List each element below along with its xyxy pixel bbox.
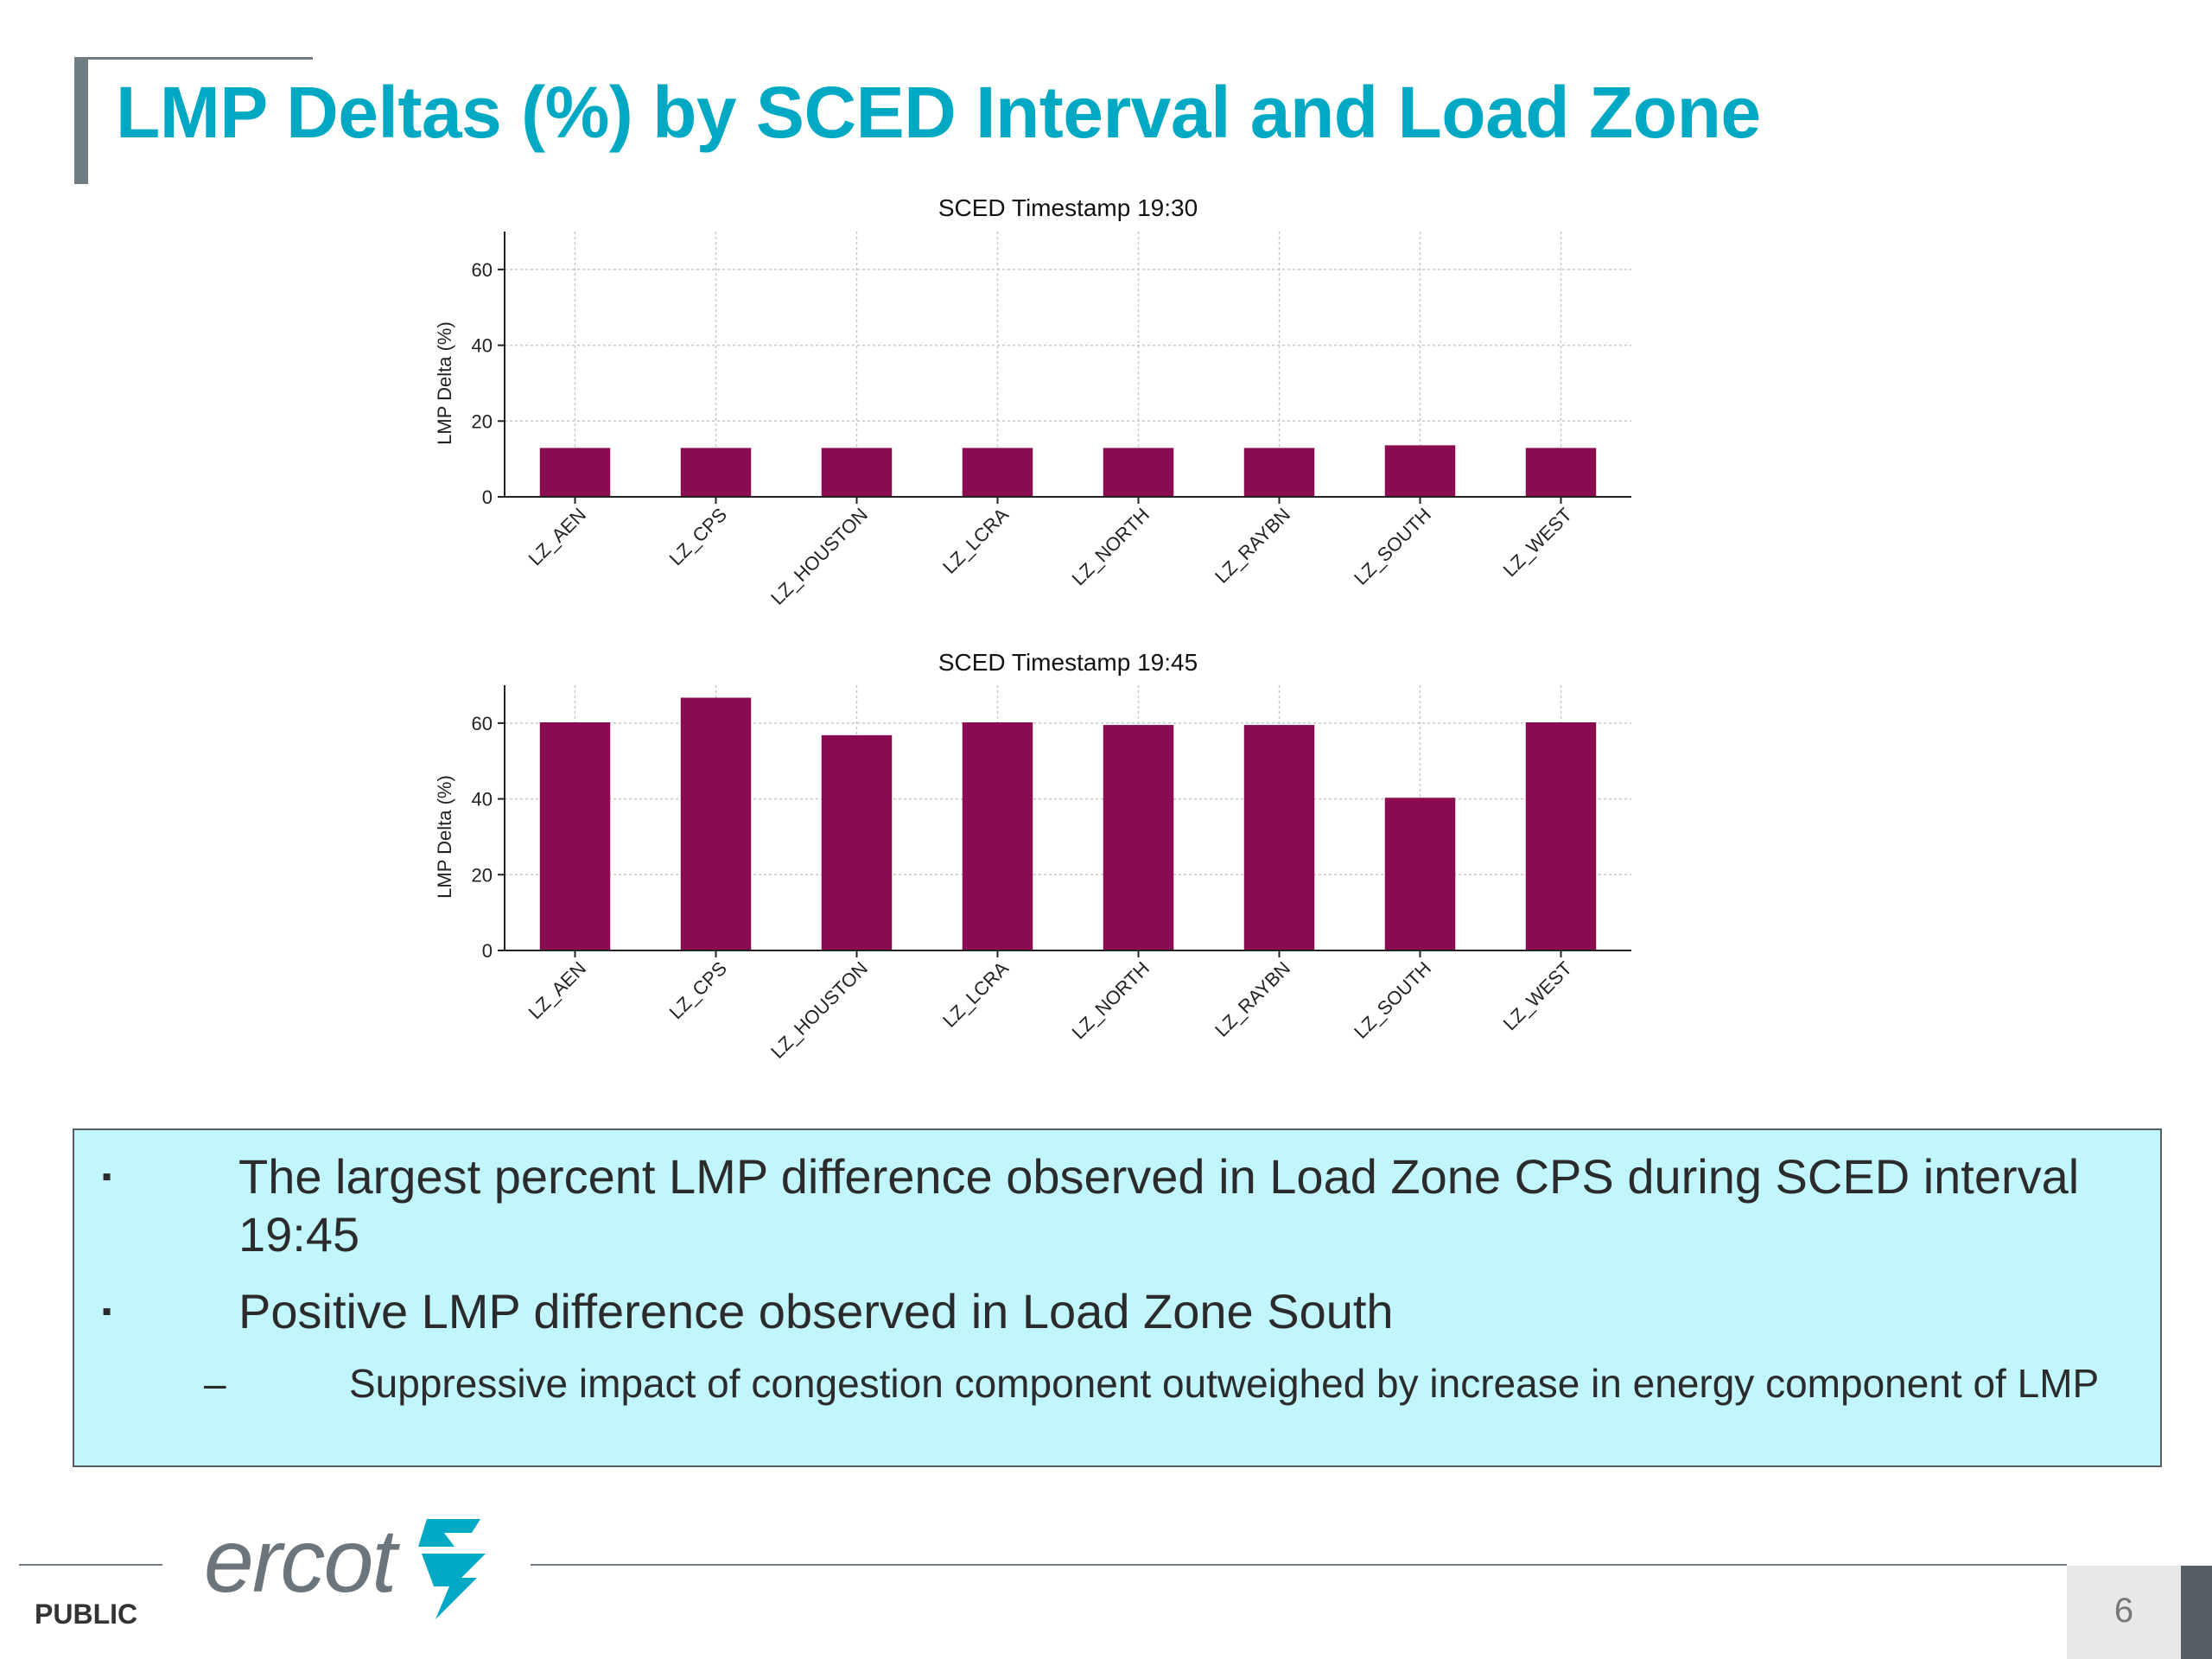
title-accent-rule (74, 57, 313, 60)
bar-chart-1: 0 20 40 60 LZ_AEN LZ_CPS LZ_HOUSTON LZ_LCRA LZ_N… (434, 194, 1631, 609)
y-tick-label: 20 (472, 410, 493, 432)
bar-lz-west (1525, 448, 1597, 497)
x-tick-label: LZ_HOUSTON (766, 504, 872, 609)
x-tick-label: LZ_RAYBN (1211, 957, 1294, 1041)
notes-box: ▪ The largest percent LMP difference obs… (73, 1128, 2162, 1467)
page-number: 6 (2113, 1592, 2134, 1630)
bullet-marker: ▪ (102, 1160, 112, 1192)
y-tick-label: 40 (472, 789, 493, 810)
y-tick-label: 60 (472, 259, 493, 281)
chart-title: SCED Timestamp 19:30 (938, 194, 1198, 221)
chart-title: SCED Timestamp 19:45 (938, 649, 1198, 676)
bar-lz-west (1525, 721, 1597, 950)
x-tick-label: LZ_NORTH (1068, 957, 1154, 1044)
bar-lz-raybn (1243, 448, 1315, 497)
x-tick-label: LZ_LCRA (938, 957, 1013, 1032)
bar-lz-raybn (1243, 725, 1315, 950)
note-text-2: Positive LMP difference observed in Load… (238, 1284, 1394, 1338)
y-tick-label: 60 (472, 713, 493, 734)
page-title: LMP Deltas (%) by SCED Interval and Load… (116, 72, 1761, 153)
bar-lz-houston (821, 448, 893, 497)
charts-area: 0 20 40 60 LZ_AEN LZ_CPS LZ_HOUSTON LZ_LCRA LZ_N… (434, 194, 1631, 1063)
y-tick-label: 20 (472, 864, 493, 886)
bar-chart-2: 0 20 40 60 LZ_AEN LZ_CPS LZ_HOUSTON LZ_LCRA LZ_N… (434, 649, 1631, 1063)
x-tick-label: LZ_WEST (1499, 957, 1576, 1034)
bullet-marker: ▪ (102, 1295, 112, 1326)
bar-lz-north (1103, 448, 1174, 497)
y-tick-label: 0 (482, 940, 493, 962)
x-tick-label: LZ_WEST (1499, 504, 1576, 581)
x-tick-label: LZ_AEN (524, 957, 590, 1023)
page-edge-bar (2181, 1566, 2212, 1659)
x-tick-label: LZ_NORTH (1068, 504, 1154, 590)
bar-lz-aen (539, 721, 611, 950)
note-bullet-2: ▪ Positive LMP difference observed in Lo… (102, 1282, 2107, 1340)
logo-wordmark: ercot (204, 1511, 397, 1611)
footer-classification: PUBLIC (35, 1599, 138, 1630)
bar-lz-north (1103, 725, 1174, 950)
bar-lz-south (1384, 798, 1456, 950)
bar-lz-cps (680, 448, 752, 497)
bar-lz-lcra (962, 448, 1033, 497)
note-bullet-1: ▪ The largest percent LMP difference obs… (102, 1147, 2107, 1263)
x-tick-label: LZ_AEN (524, 504, 590, 569)
title-accent-bar (74, 57, 88, 184)
bar-lz-aen (539, 448, 611, 497)
bar-lz-cps (680, 697, 752, 950)
note-text-3: Suppressive impact of congestion compone… (349, 1361, 2100, 1406)
sub-bullet-marker: – (204, 1361, 226, 1406)
footer-rule-right (531, 1564, 2067, 1566)
y-tick-label: 0 (482, 486, 493, 508)
page-number-box: 6 (2067, 1566, 2181, 1659)
x-tick-label: LZ_HOUSTON (766, 957, 872, 1063)
note-sub-bullet: – Suppressive impact of congestion compo… (204, 1358, 2122, 1408)
bar-lz-lcra (962, 721, 1033, 950)
x-tick-label: LZ_CPS (665, 504, 731, 569)
y-axis-label: LMP Delta (%) (434, 775, 455, 899)
x-tick-label: LZ_CPS (665, 957, 731, 1023)
x-tick-label: LZ_LCRA (938, 504, 1013, 578)
x-tick-label: LZ_RAYBN (1211, 504, 1294, 588)
y-tick-label: 40 (472, 335, 493, 357)
y-axis-label: LMP Delta (%) (434, 321, 455, 445)
x-tick-label: LZ_SOUTH (1350, 504, 1435, 589)
bar-lz-houston (821, 734, 893, 950)
ercot-bolt-icon (418, 1519, 486, 1619)
x-tick-label: LZ_SOUTH (1350, 957, 1435, 1043)
note-text-1: The largest percent LMP difference obser… (238, 1149, 2080, 1262)
footer-rule-left (19, 1564, 162, 1566)
bar-lz-south (1384, 445, 1456, 497)
